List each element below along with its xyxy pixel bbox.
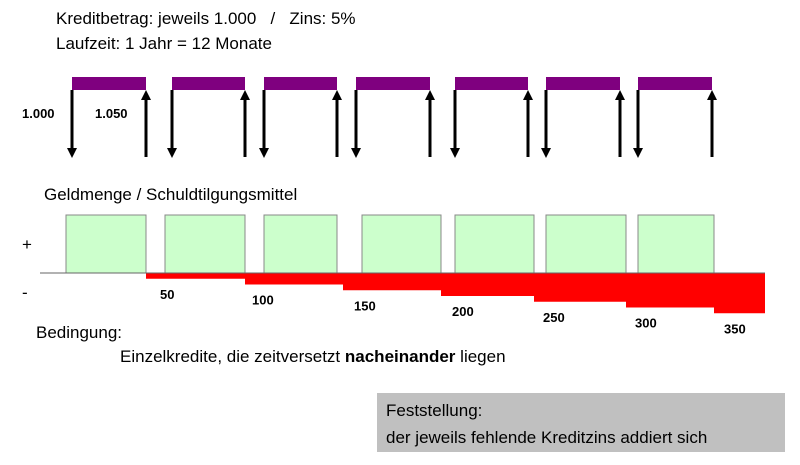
arrowhead (523, 90, 533, 100)
text-part-bold: nacheinander (345, 347, 456, 366)
money-box (637, 214, 715, 274)
arrowhead (541, 148, 551, 158)
credit-period (264, 77, 337, 90)
deficit-bar (534, 273, 626, 302)
deficit-bar (714, 273, 765, 314)
credit-period (455, 77, 528, 90)
deficit-label: 100 (252, 293, 274, 308)
money-title: Geldmenge / Schuldtilgungsmittel (44, 185, 297, 204)
money-box (361, 214, 442, 274)
arrowhead (141, 90, 151, 100)
credit-out-label: 1.000 (22, 106, 55, 121)
finding-box (377, 393, 785, 452)
credit-period (172, 77, 245, 90)
money-box (65, 214, 147, 274)
arrowhead (707, 90, 717, 100)
deficit-bar (343, 273, 441, 291)
deficit-label: 350 (724, 321, 746, 336)
deficit-bar (626, 273, 714, 308)
deficit-label: 300 (635, 316, 657, 331)
money-box (454, 214, 535, 274)
text-part: liegen (455, 347, 505, 366)
deficit-label: 150 (354, 298, 376, 313)
header-line: Laufzeit: 1 Jahr = 12 Monate (56, 34, 272, 53)
text-part: Einzelkredite, die zeitversetzt (120, 347, 345, 366)
arrowhead (615, 90, 625, 100)
condition-title: Bedingung: (36, 323, 122, 342)
deficit-label: 250 (543, 310, 565, 325)
arrowhead (67, 148, 77, 158)
money-box (263, 214, 338, 274)
deficit-label: 50 (160, 287, 174, 302)
credit-period (72, 77, 146, 90)
finding-title: Feststellung: (386, 401, 482, 420)
arrowhead (240, 90, 250, 100)
money-box (545, 214, 627, 274)
arrowhead (259, 148, 269, 158)
credit-period (546, 77, 620, 90)
deficit-bar (146, 273, 245, 279)
finding-text: der jeweils fehlende Kreditzins addiert … (386, 428, 707, 447)
credit-period (638, 77, 712, 90)
credit-back-label: 1.050 (95, 106, 128, 121)
deficit-bar (245, 273, 343, 285)
header-line: Kreditbetrag: jeweils 1.000 / Zins: 5% (56, 9, 356, 28)
plus-sign: + (22, 235, 32, 254)
credit-period (356, 77, 430, 90)
deficit-label: 200 (452, 304, 474, 319)
minus-sign: - (22, 283, 28, 302)
arrowhead (450, 148, 460, 158)
deficit-bar (441, 273, 534, 296)
money-box (164, 214, 246, 274)
arrowhead (332, 90, 342, 100)
arrowhead (351, 148, 361, 158)
arrowhead (167, 148, 177, 158)
arrowhead (633, 148, 643, 158)
arrowhead (425, 90, 435, 100)
condition-text: Einzelkredite, die zeitversetzt nacheina… (120, 347, 506, 366)
